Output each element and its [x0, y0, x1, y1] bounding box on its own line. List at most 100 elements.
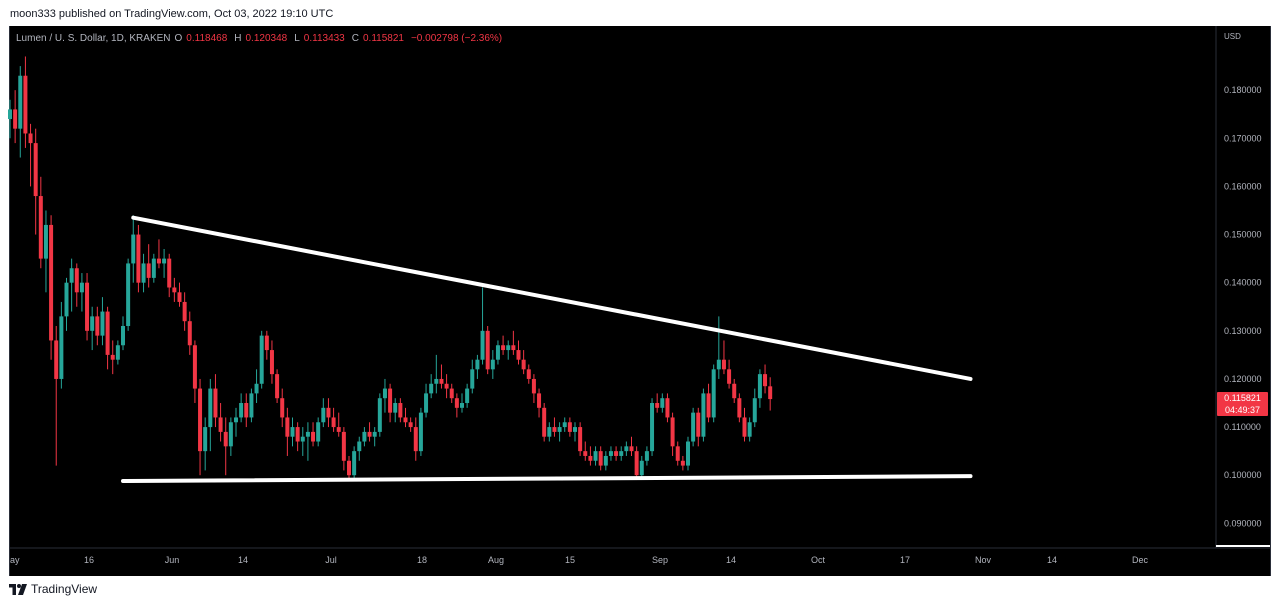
- candle-body: [578, 427, 583, 452]
- candle-body: [28, 133, 33, 144]
- footer: [0, 576, 1280, 604]
- candle: [28, 123, 33, 187]
- candle: [162, 248, 167, 278]
- candle: [362, 427, 367, 447]
- candle: [583, 441, 588, 461]
- candle: [54, 326, 59, 466]
- candle: [706, 383, 711, 423]
- candle-body: [177, 292, 182, 302]
- candle-body: [655, 403, 660, 408]
- candle: [33, 128, 38, 235]
- candle: [506, 340, 511, 360]
- candle-body: [675, 446, 680, 461]
- candle-body: [490, 359, 495, 370]
- candle-body: [691, 412, 696, 442]
- candle-body: [362, 431, 367, 442]
- price-tick-label: 0.150000: [1224, 230, 1262, 240]
- candle: [321, 398, 326, 428]
- candle-body: [696, 412, 701, 437]
- candle-body: [341, 431, 346, 461]
- candle: [490, 350, 495, 379]
- candle-body: [213, 388, 218, 418]
- price-tick-label: 0.170000: [1224, 133, 1262, 143]
- resistance-trendline[interactable]: [131, 215, 973, 381]
- candle-body: [280, 398, 285, 418]
- candle-body: [259, 335, 264, 384]
- candle: [192, 340, 197, 404]
- candle: [675, 441, 680, 466]
- candle-body: [598, 451, 603, 466]
- candle: [352, 446, 357, 481]
- tradingview-logo[interactable]: TradingView: [9, 582, 97, 596]
- candle-body: [192, 345, 197, 389]
- candle-body: [367, 431, 372, 437]
- candle: [377, 393, 382, 437]
- candle: [131, 215, 136, 283]
- time-tick-label: 18: [417, 555, 427, 565]
- legend-close-label: C: [351, 33, 359, 44]
- candle: [593, 446, 598, 466]
- candle-body: [686, 441, 690, 466]
- candle: [79, 273, 84, 312]
- candle-body: [485, 330, 490, 370]
- candle: [552, 417, 557, 437]
- candle-body: [285, 417, 290, 437]
- candle: [721, 340, 726, 375]
- candle-body: [38, 196, 43, 259]
- candle: [43, 210, 48, 293]
- candle: [424, 383, 429, 418]
- time-axis-labels: ay 16 Jun 14 Jul 18 Aug 15 Sep 14 Oct 17 Nov 14 Dec: [10, 555, 1148, 565]
- candle: [115, 340, 120, 365]
- candle: [74, 263, 79, 307]
- brand-name: TradingView: [31, 582, 98, 596]
- candle-body: [557, 427, 562, 432]
- candle: [49, 215, 54, 360]
- candle: [670, 412, 675, 456]
- candle: [393, 398, 398, 423]
- candle: [470, 359, 475, 394]
- candle: [454, 393, 459, 418]
- candle: [485, 326, 490, 375]
- candle-body: [244, 403, 249, 418]
- candle-body: [495, 345, 500, 360]
- chart-pane[interactable]: [9, 26, 1271, 576]
- candle-body: [95, 316, 100, 336]
- candle: [254, 369, 259, 404]
- candle: [655, 393, 660, 413]
- price-tick-label: 0.120000: [1224, 374, 1262, 384]
- candle: [223, 417, 228, 476]
- candle: [680, 455, 685, 471]
- candle-body: [336, 427, 341, 432]
- candle: [573, 422, 577, 442]
- candle-body: [234, 417, 238, 423]
- candle-body: [475, 359, 480, 370]
- candle-body: [33, 143, 38, 197]
- candle-body: [763, 374, 768, 387]
- candle-body: [352, 451, 357, 476]
- candle-body: [393, 403, 398, 413]
- candle-body: [644, 451, 649, 461]
- candle: [608, 446, 613, 461]
- candle-body: [203, 427, 208, 452]
- candle: [650, 398, 655, 456]
- candle: [156, 239, 161, 269]
- candle: [177, 282, 182, 307]
- candle: [100, 297, 105, 346]
- candle: [752, 388, 757, 428]
- candle-body: [526, 369, 531, 379]
- candle-body: [316, 422, 321, 442]
- price-axis-currency: USD: [1224, 32, 1241, 41]
- candle: [382, 378, 387, 413]
- candle: [167, 253, 172, 298]
- candle-body: [752, 398, 757, 423]
- last-price-value: 0.115821: [1224, 393, 1261, 403]
- candle-body: [43, 224, 48, 259]
- legend-symbol[interactable]: Lumen / U. S. Dollar, 1D, KRAKEN: [16, 33, 171, 44]
- candle: [737, 393, 742, 423]
- candle-body: [768, 386, 773, 400]
- candle-body: [182, 301, 187, 322]
- support-trendline[interactable]: [121, 474, 973, 483]
- candle-body: [377, 398, 382, 432]
- candle-body: [747, 422, 752, 437]
